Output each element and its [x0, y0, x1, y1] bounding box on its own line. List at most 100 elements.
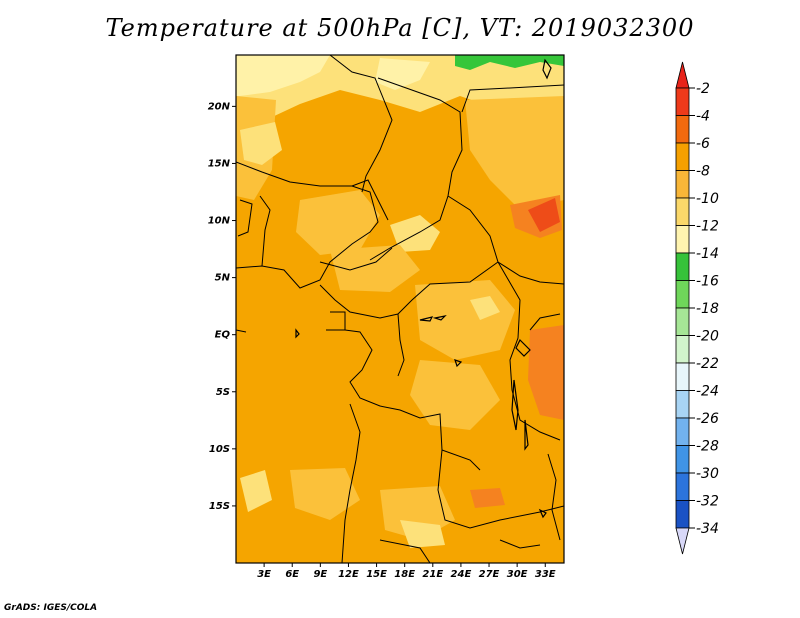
field-light-east-north: [465, 96, 564, 210]
lat-tick-label: 15N: [208, 158, 231, 169]
colorbar-bin: [675, 115, 690, 144]
lat-tick-label: 15S: [209, 501, 230, 512]
lat-tick-label: 10N: [208, 216, 231, 227]
lat-tick-label: 5S: [216, 387, 230, 398]
colorbar-bin: [675, 307, 690, 336]
border-line: [236, 161, 379, 289]
border-line: [369, 77, 463, 261]
lake-outline: [454, 359, 463, 368]
colorbar-label: -24: [696, 384, 719, 400]
field-pale-sahel: [240, 122, 282, 165]
lake-outline: [524, 419, 529, 451]
border-line: [351, 179, 389, 221]
lake-outline: [295, 328, 300, 339]
border-line: [237, 199, 253, 237]
lon-tick-label: 30E: [507, 569, 528, 580]
colorbar-bin: [675, 197, 690, 226]
lat-tick-label: 5N: [215, 273, 231, 284]
lon-tick-label: 18E: [394, 569, 415, 580]
colorbar-bin: [675, 170, 690, 199]
border-line: [437, 449, 564, 529]
lon-tick-label: 21E: [422, 569, 443, 580]
field-hot-east: [528, 325, 564, 420]
field-verypale-nw: [236, 55, 330, 96]
map-panel: 20N 15N 10N 5N EQ 5S 10S 15S 3E 6E 9E 12E 15E 18E 21E…: [208, 54, 565, 580]
border-line: [259, 195, 271, 267]
lon-tick-label: 12E: [338, 569, 359, 580]
colorbar-label: -12: [696, 219, 719, 235]
border-line: [497, 261, 561, 441]
colorbar-bin: [675, 142, 690, 171]
colorbar-label: -4: [696, 109, 710, 125]
colorbar-bin: [675, 362, 690, 391]
field-pale-lakes: [470, 296, 500, 320]
lon-tick-label: 33E: [535, 569, 556, 580]
border-line: [236, 329, 247, 333]
border-line: [379, 539, 431, 563]
field-hottest-sudan: [528, 198, 560, 232]
field-hot-south: [470, 488, 505, 508]
border-line: [319, 247, 393, 271]
colorbar-label: -28: [696, 439, 719, 455]
field-pale-south: [400, 520, 445, 548]
colorbar-bin: [675, 252, 690, 281]
lake-outline: [538, 508, 547, 519]
colorbar-label: -30: [696, 466, 719, 482]
colorbar-label: -34: [696, 521, 719, 537]
border-line: [341, 403, 361, 563]
border-line: [499, 539, 541, 549]
lat-tick-label: EQ: [215, 330, 231, 341]
field-light-drc-south: [410, 360, 500, 430]
lon-tick-label: 9E: [313, 569, 327, 580]
lake-outline: [432, 315, 447, 321]
field-pale-central: [390, 215, 440, 252]
lake-outline: [419, 316, 434, 322]
colorbar-label: -14: [696, 246, 719, 262]
country-borders: [236, 55, 564, 563]
colorbar-bin: [675, 280, 690, 309]
colorbar-label: -10: [696, 191, 719, 207]
colorbar-bin: [675, 87, 690, 116]
lake-outline: [515, 338, 531, 357]
colorbar-bin: [675, 335, 690, 364]
lon-tick-label: 15E: [366, 569, 387, 580]
border-line: [329, 55, 393, 193]
colorbar-label: -18: [696, 301, 719, 317]
colorbar-bin: [675, 472, 690, 501]
field-pale-angola: [240, 470, 272, 512]
lon-tick-label: 27E: [479, 569, 500, 580]
field-light-angola: [290, 468, 360, 520]
colorbar-label: -32: [696, 494, 719, 510]
border-line: [326, 311, 346, 331]
colorbar-label: -22: [696, 356, 719, 372]
map-frame: [235, 54, 565, 564]
colorbar: -2 -4 -6 -8 -10 -12 -14 -16 -18 -20 -22 -24 -26 -28 -3…: [675, 61, 719, 555]
map-title: Temperature at 500hPa [C], VT: 201903230…: [105, 14, 695, 42]
colorbar-label: -26: [696, 411, 719, 427]
colorbar-bin: [675, 390, 690, 419]
lake-outline: [511, 379, 519, 431]
colorbar-label: -16: [696, 274, 719, 290]
colorbar-top-cap: [675, 61, 690, 89]
colorbar-bin: [675, 417, 690, 446]
colorbar-bin: [675, 445, 690, 474]
lon-tick-label: 24E: [451, 569, 472, 580]
colorbar-bin: [675, 225, 690, 254]
colorbar-label: -6: [696, 136, 710, 152]
colorbar-bin: [675, 500, 690, 529]
field-light-car: [330, 245, 420, 292]
colorbar-bottom-cap: [675, 527, 690, 555]
lat-tick-label: 20N: [208, 101, 231, 112]
credit-label: GrADS: IGES/COLA: [4, 603, 98, 613]
border-line: [461, 84, 564, 113]
temperature-field: [236, 55, 564, 548]
border-line: [547, 453, 561, 541]
border-line: [529, 313, 561, 331]
latitude-axis: 20N 15N 10N 5N EQ 5S 10S 15S: [208, 101, 236, 512]
lat-tick-label: 10S: [209, 444, 230, 455]
colorbar-label: -8: [696, 164, 710, 180]
longitude-axis: 3E 6E 9E 12E 15E 18E 21E 24E 27E 30E 33E: [257, 563, 556, 580]
lake-outline: [542, 58, 552, 80]
lon-tick-label: 3E: [257, 569, 271, 580]
